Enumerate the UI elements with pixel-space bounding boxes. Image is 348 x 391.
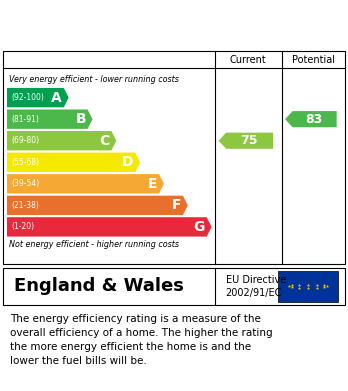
Text: Not energy efficient - higher running costs: Not energy efficient - higher running co…: [9, 240, 179, 249]
Text: Potential: Potential: [292, 55, 334, 65]
Text: (55-68): (55-68): [11, 158, 39, 167]
Text: Very energy efficient - lower running costs: Very energy efficient - lower running co…: [9, 75, 179, 84]
Text: (1-20): (1-20): [11, 222, 34, 231]
Text: (39-54): (39-54): [11, 179, 39, 188]
Text: C: C: [100, 134, 110, 148]
Text: A: A: [51, 91, 62, 105]
Polygon shape: [7, 131, 116, 151]
Polygon shape: [7, 196, 188, 215]
Text: Energy Efficiency Rating: Energy Efficiency Rating: [10, 18, 239, 36]
Text: (81-91): (81-91): [11, 115, 39, 124]
Text: B: B: [75, 112, 86, 126]
Text: (92-100): (92-100): [11, 93, 44, 102]
Polygon shape: [285, 111, 337, 127]
Polygon shape: [7, 88, 69, 107]
Polygon shape: [219, 133, 273, 149]
Polygon shape: [7, 109, 93, 129]
Text: 83: 83: [306, 113, 323, 126]
Text: E: E: [148, 177, 157, 191]
Text: G: G: [193, 220, 205, 234]
Text: F: F: [172, 198, 181, 212]
Text: D: D: [122, 155, 134, 169]
Text: (69-80): (69-80): [11, 136, 39, 145]
Text: The energy efficiency rating is a measure of the
overall efficiency of a home. T: The energy efficiency rating is a measur…: [10, 314, 273, 366]
Text: EU Directive
2002/91/EC: EU Directive 2002/91/EC: [226, 275, 286, 298]
Polygon shape: [7, 152, 140, 172]
Text: 75: 75: [240, 134, 258, 147]
Text: Current: Current: [230, 55, 267, 65]
Polygon shape: [7, 174, 164, 194]
Polygon shape: [7, 217, 212, 237]
Text: England & Wales: England & Wales: [14, 277, 184, 296]
Text: (21-38): (21-38): [11, 201, 39, 210]
Bar: [278, 271, 338, 302]
